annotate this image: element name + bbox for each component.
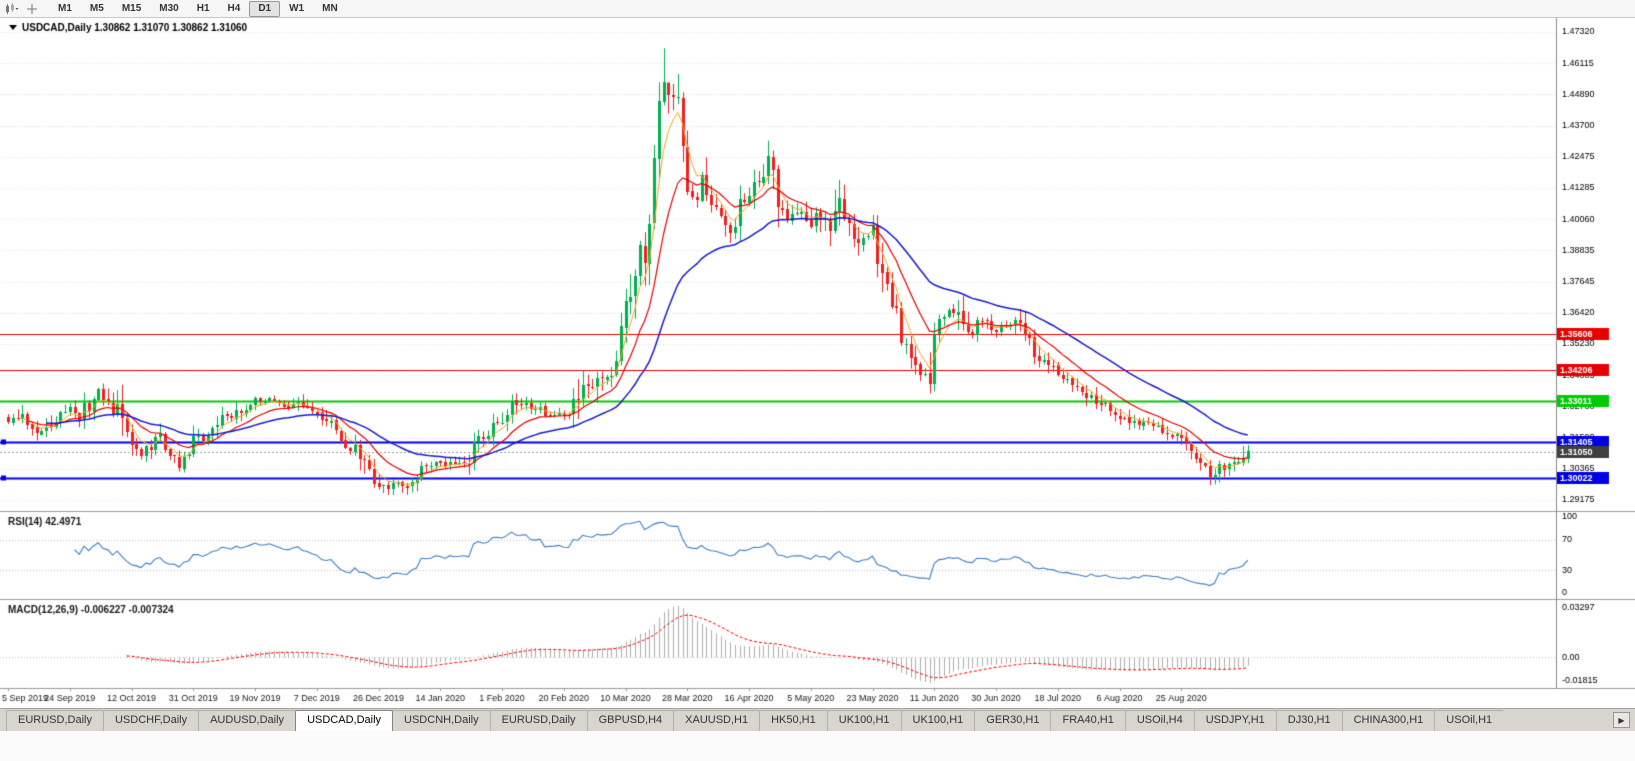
chart-tab-usoil-h1[interactable]: USOil,H1 [1434, 710, 1504, 731]
chart-tabs: EURUSD,Daily USDCHF,Daily AUDUSD,Daily USDC… [6, 710, 1504, 731]
timeframe-button-m30[interactable]: M30 [159, 2, 179, 14]
chart-tab-china300-h1[interactable]: CHINA300,H1 [1341, 710, 1436, 731]
timeframe-button-m1[interactable]: M1 [58, 2, 72, 14]
chart-tab-fra40-h1[interactable]: FRA40,H1 [1050, 710, 1126, 731]
chart-tab-xauusd-h1[interactable]: XAUUSD,H1 [673, 710, 761, 731]
timeframe-button-d1[interactable]: D1 [249, 0, 281, 17]
chart-type-icon[interactable] [3, 1, 21, 16]
crosshair-icon[interactable] [23, 1, 41, 16]
chart-tab-uk100-h1[interactable]: UK100,H1 [900, 710, 976, 731]
chart-tab-gbpusd-h4[interactable]: GBPUSD,H4 [586, 710, 675, 731]
chart-tab-usdchf-daily[interactable]: USDCHF,Daily [102, 710, 200, 731]
chart-tabs-bar: EURUSD,Daily USDCHF,Daily AUDUSD,Daily USDC… [0, 708, 1635, 731]
chart-tab-usdjpy-h1[interactable]: USDJPY,H1 [1193, 710, 1277, 731]
timeframe-button-m5[interactable]: M5 [89, 2, 104, 14]
chart-tab-usdcad-daily[interactable]: USDCAD,Daily [295, 710, 394, 731]
timeframe-button-mn[interactable]: MN [322, 2, 338, 14]
status-strip [0, 731, 1635, 761]
timeframe-toolbar: M1 M5 M15 M30 H1 H4 D1 W1 MN [0, 0, 1635, 18]
timeframe-button-w1[interactable]: W1 [289, 2, 305, 14]
timeframe-button-h1[interactable]: H1 [196, 2, 210, 14]
chart-tab-audusd-daily[interactable]: AUDUSD,Daily [198, 710, 297, 731]
timeframe-button-m15[interactable]: M15 [121, 2, 142, 14]
chart-tab-usoil-h4[interactable]: USOil,H4 [1124, 710, 1195, 731]
timeframe-buttons: M1 M5 M15 M30 H1 H4 D1 W1 MN [49, 0, 347, 17]
chart-tab-eurusd-daily[interactable]: EURUSD,Daily [6, 710, 104, 731]
timeframe-button-h4[interactable]: H4 [227, 2, 241, 14]
tabs-scroll-right-button[interactable]: ▶ [1613, 712, 1630, 728]
chart-tab-dj30-h1[interactable]: DJ30,H1 [1275, 710, 1343, 731]
chart-tab-eurusd-daily[interactable]: EURUSD,Daily [489, 710, 588, 731]
chart-tab-hk50-h1[interactable]: HK50,H1 [759, 710, 828, 731]
price-chart-canvas[interactable] [0, 18, 1635, 708]
chart-tab-ger30-h1[interactable]: GER30,H1 [974, 710, 1052, 731]
chart-tab-usdcnh-daily[interactable]: USDCNH,Daily [392, 710, 491, 731]
chart-area [0, 18, 1635, 708]
chart-tab-uk100-h1[interactable]: UK100,H1 [826, 710, 902, 731]
